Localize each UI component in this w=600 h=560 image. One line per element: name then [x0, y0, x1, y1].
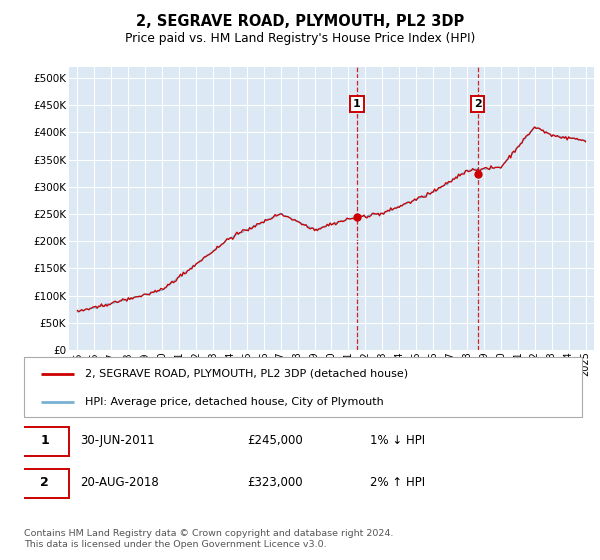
Text: 1% ↓ HPI: 1% ↓ HPI: [370, 434, 425, 447]
Text: £245,000: £245,000: [247, 434, 303, 447]
Text: Contains HM Land Registry data © Crown copyright and database right 2024.
This d: Contains HM Land Registry data © Crown c…: [24, 529, 394, 549]
Text: 2, SEGRAVE ROAD, PLYMOUTH, PL2 3DP: 2, SEGRAVE ROAD, PLYMOUTH, PL2 3DP: [136, 14, 464, 29]
Text: HPI: Average price, detached house, City of Plymouth: HPI: Average price, detached house, City…: [85, 397, 384, 407]
Text: £323,000: £323,000: [247, 476, 303, 489]
FancyBboxPatch shape: [21, 469, 68, 498]
FancyBboxPatch shape: [24, 357, 582, 417]
FancyBboxPatch shape: [21, 427, 68, 456]
Text: 2: 2: [474, 99, 482, 109]
Text: 2, SEGRAVE ROAD, PLYMOUTH, PL2 3DP (detached house): 2, SEGRAVE ROAD, PLYMOUTH, PL2 3DP (deta…: [85, 368, 409, 379]
Text: 2% ↑ HPI: 2% ↑ HPI: [370, 476, 425, 489]
Text: 20-AUG-2018: 20-AUG-2018: [80, 476, 158, 489]
Text: 1: 1: [40, 434, 49, 447]
Text: 1: 1: [353, 99, 361, 109]
Text: Price paid vs. HM Land Registry's House Price Index (HPI): Price paid vs. HM Land Registry's House …: [125, 31, 475, 45]
Text: 30-JUN-2011: 30-JUN-2011: [80, 434, 154, 447]
Text: 2: 2: [40, 476, 49, 489]
